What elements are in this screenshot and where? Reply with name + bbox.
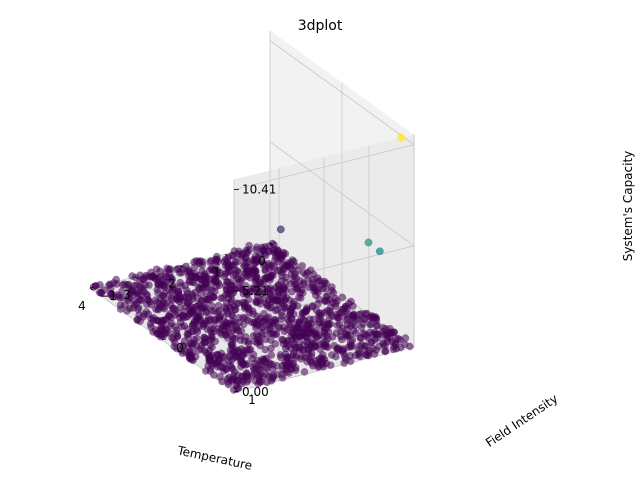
data-point bbox=[184, 332, 192, 341]
data-point bbox=[244, 295, 253, 304]
data-point bbox=[323, 343, 332, 352]
data-point bbox=[215, 281, 223, 290]
data-point bbox=[267, 351, 276, 359]
data-point bbox=[401, 334, 410, 342]
data-point bbox=[406, 342, 414, 351]
data-points bbox=[89, 133, 414, 394]
data-point bbox=[300, 368, 309, 376]
data-point bbox=[326, 320, 335, 328]
data-point bbox=[231, 305, 240, 314]
data-point bbox=[249, 350, 258, 359]
data-point bbox=[338, 293, 347, 302]
data-point bbox=[298, 261, 307, 270]
y-tick-label: 1 bbox=[248, 393, 256, 407]
x-axis-label: Temperature bbox=[175, 443, 253, 473]
z-gridline-left bbox=[269, 141, 415, 247]
data-point bbox=[193, 334, 201, 343]
data-point bbox=[278, 374, 287, 382]
data-point bbox=[293, 302, 302, 310]
data-point bbox=[210, 293, 218, 302]
x-tick-mark bbox=[134, 276, 139, 280]
x-tick-label: 4 bbox=[78, 299, 86, 313]
data-point bbox=[298, 289, 307, 297]
chart-title: 3dplot bbox=[298, 18, 343, 34]
data-point bbox=[372, 322, 381, 330]
data-point bbox=[191, 352, 200, 361]
data-point bbox=[237, 326, 246, 335]
x-tick-label: 0 bbox=[258, 254, 266, 268]
data-point bbox=[281, 249, 290, 258]
data-point bbox=[302, 306, 311, 315]
x-tick-mark bbox=[89, 287, 94, 291]
data-point bbox=[291, 366, 300, 375]
outlier-point bbox=[397, 133, 405, 142]
data-point bbox=[346, 357, 355, 366]
y-tick-label: 0 bbox=[176, 341, 184, 355]
data-point bbox=[326, 361, 335, 370]
data-point bbox=[233, 257, 242, 266]
z-axis-label: System's Capacity bbox=[621, 151, 635, 262]
outlier-point bbox=[364, 238, 373, 247]
data-point bbox=[269, 271, 277, 280]
y-tick-mark bbox=[161, 338, 167, 341]
data-point bbox=[252, 273, 261, 281]
data-point bbox=[168, 275, 177, 284]
z-tick-label: 0.00 bbox=[242, 385, 269, 399]
outlier-point bbox=[276, 225, 285, 234]
x-tick-label: 1 bbox=[213, 265, 221, 279]
x-tick-mark bbox=[269, 242, 274, 246]
data-point bbox=[381, 347, 390, 355]
data-point bbox=[96, 280, 104, 289]
x-tick-label: 3 bbox=[123, 288, 131, 302]
y-axis-label: Field Intensity bbox=[483, 391, 560, 449]
z-tick-label: 10.41 bbox=[242, 183, 276, 197]
z-gridline-right bbox=[233, 144, 415, 191]
data-point bbox=[208, 343, 216, 352]
data-point bbox=[145, 281, 153, 289]
x-tick-mark bbox=[224, 253, 229, 257]
y-tick-label: −1 bbox=[99, 289, 117, 303]
data-point bbox=[173, 333, 182, 341]
z-tick-label: 5.21 bbox=[242, 284, 269, 298]
data-point bbox=[352, 329, 360, 337]
data-point bbox=[390, 328, 398, 337]
data-point bbox=[271, 340, 280, 348]
data-point bbox=[211, 337, 220, 346]
outlier-point bbox=[375, 247, 384, 256]
y-tick-mark bbox=[89, 286, 95, 289]
data-point bbox=[245, 246, 253, 254]
data-point bbox=[290, 310, 298, 319]
data-point bbox=[277, 312, 286, 320]
data-point bbox=[332, 352, 340, 361]
data-point bbox=[349, 302, 357, 310]
z-gridline-left bbox=[269, 40, 415, 145]
x-tick-label: 2 bbox=[168, 277, 176, 291]
data-point bbox=[135, 303, 143, 312]
x-tick-mark bbox=[179, 265, 184, 268]
data-point bbox=[256, 341, 265, 350]
data-point bbox=[333, 297, 342, 305]
